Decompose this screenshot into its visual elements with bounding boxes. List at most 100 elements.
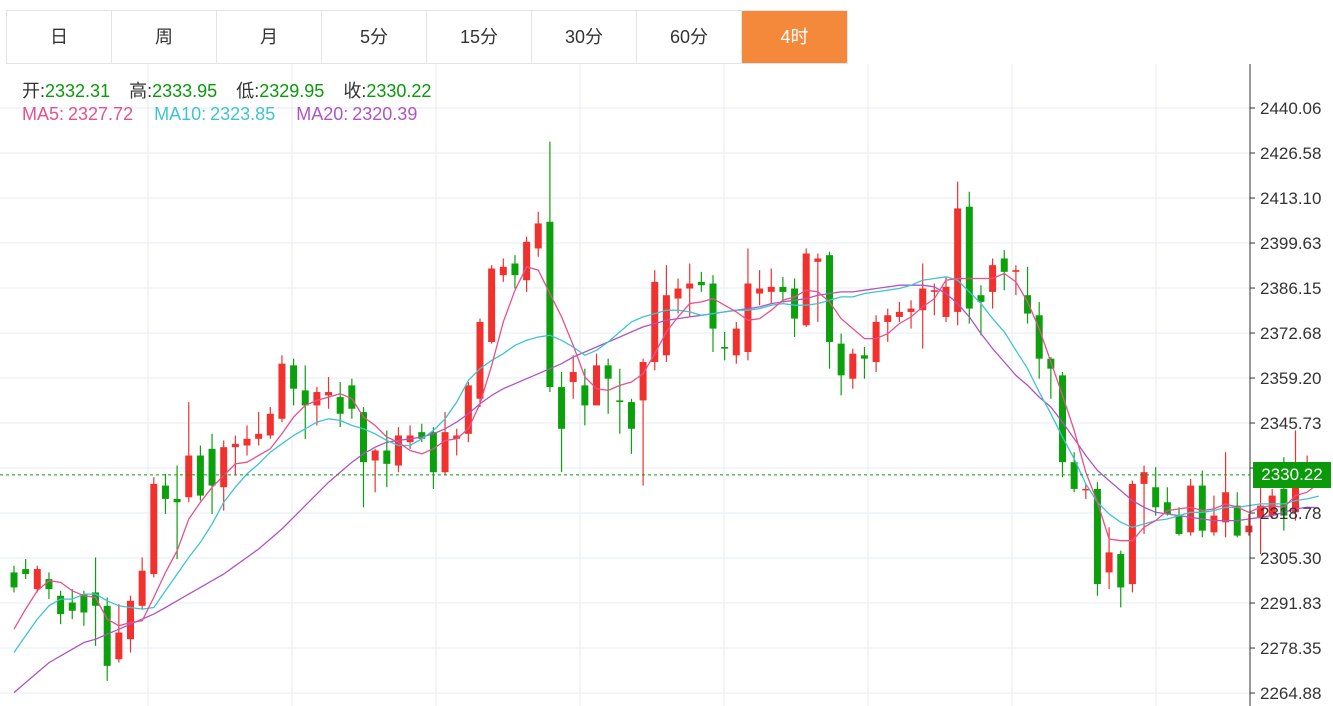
candle-body — [220, 447, 228, 488]
candle-body — [767, 286, 775, 292]
candle-body — [1059, 375, 1066, 463]
candle-body — [1117, 554, 1125, 588]
tab-60min[interactable]: 60分 — [637, 11, 742, 63]
tab-5min[interactable]: 5分 — [322, 11, 427, 63]
tab-4hour[interactable]: 4时 — [742, 11, 847, 63]
tab-day[interactable]: 日 — [7, 11, 112, 63]
candle — [639, 358, 647, 486]
period-tabs: 日 周 月 5分 15分 30分 60分 4时 — [6, 10, 848, 64]
candle — [942, 276, 950, 322]
candle-body — [1257, 505, 1265, 518]
candle — [523, 236, 531, 292]
candle-body — [394, 435, 402, 466]
candle — [336, 382, 344, 428]
candle — [593, 353, 600, 406]
candle — [1024, 266, 1032, 324]
candle — [756, 270, 764, 306]
ma10-label: MA10: — [154, 104, 207, 124]
candle-body — [115, 632, 123, 660]
y-tick-label: 2291.83 — [1260, 594, 1321, 613]
candle-body — [231, 443, 239, 448]
candle-body — [150, 483, 158, 575]
candle-body — [173, 498, 181, 503]
candle — [371, 448, 379, 493]
candle — [231, 435, 239, 476]
tab-30min[interactable]: 30分 — [532, 11, 637, 63]
candle — [290, 358, 298, 406]
candle-body — [488, 268, 496, 342]
candle-body — [709, 283, 717, 329]
candle — [10, 565, 18, 593]
candle — [627, 398, 635, 454]
candle-body — [651, 281, 659, 363]
candle — [1152, 467, 1160, 516]
candle — [1128, 480, 1136, 593]
candle-body — [744, 283, 752, 352]
candle — [394, 427, 402, 473]
candle-body — [534, 223, 542, 249]
candle-body — [581, 385, 589, 406]
candle — [849, 348, 857, 389]
ma5-value: 2327.72 — [68, 104, 134, 124]
candle — [989, 258, 997, 309]
candle — [255, 412, 263, 446]
candle-body — [942, 286, 950, 317]
candle-body — [546, 221, 554, 388]
candle-body — [662, 295, 670, 356]
ohlc-readout: 开:2332.31 高:2333.95 低:2329.95 收:2330.22 — [22, 77, 445, 103]
open-value: 2332.31 — [45, 81, 111, 101]
candle-body — [1082, 488, 1090, 491]
candle — [977, 285, 985, 336]
candle-body — [1292, 465, 1299, 513]
candle — [1012, 265, 1020, 296]
candle — [826, 251, 833, 369]
candle-body — [1187, 485, 1195, 533]
y-tick-label: 2345.73 — [1260, 414, 1321, 433]
candle-body — [278, 363, 286, 419]
candle-body — [1245, 525, 1253, 533]
candle-body — [907, 308, 915, 312]
candle-body — [57, 595, 65, 615]
candle — [185, 402, 193, 503]
candle — [150, 477, 158, 578]
candle — [837, 333, 845, 396]
candle-body — [732, 328, 740, 356]
candle-body — [336, 397, 344, 414]
tab-week[interactable]: 周 — [112, 11, 217, 63]
candle — [138, 557, 146, 610]
candle — [173, 465, 181, 560]
candle — [1082, 483, 1090, 499]
candle — [1245, 513, 1253, 536]
candle-body — [127, 600, 134, 640]
candle-body — [103, 605, 111, 666]
tab-15min[interactable]: 15分 — [427, 11, 532, 63]
ma10-line — [13, 276, 1319, 653]
ma-readout: MA5: 2327.72 MA10: 2323.85 MA20: 2320.39 — [22, 104, 433, 125]
y-tick-label: 2318.78 — [1260, 504, 1321, 523]
current-price-badge: 2330.22 — [1253, 462, 1331, 488]
candle — [92, 557, 100, 646]
candle-body — [1070, 462, 1078, 489]
candle — [208, 433, 216, 514]
y-tick-label: 2440.06 — [1260, 99, 1321, 118]
candle-body — [429, 432, 437, 473]
candle — [697, 271, 705, 292]
candle-body — [895, 311, 903, 317]
candle — [68, 589, 76, 620]
candle — [1210, 495, 1218, 536]
candle — [1175, 507, 1183, 536]
candle — [488, 265, 496, 344]
candle — [860, 346, 868, 379]
candle-body — [348, 385, 356, 409]
candle — [919, 263, 927, 349]
tab-month[interactable]: 月 — [217, 11, 322, 63]
candle — [872, 315, 880, 373]
candle-body — [325, 392, 333, 396]
candle-body — [418, 432, 426, 439]
candle-body — [919, 288, 927, 311]
candle — [464, 382, 472, 443]
candle — [80, 590, 88, 626]
y-tick-label: 2413.10 — [1260, 189, 1321, 208]
candle — [476, 318, 484, 408]
